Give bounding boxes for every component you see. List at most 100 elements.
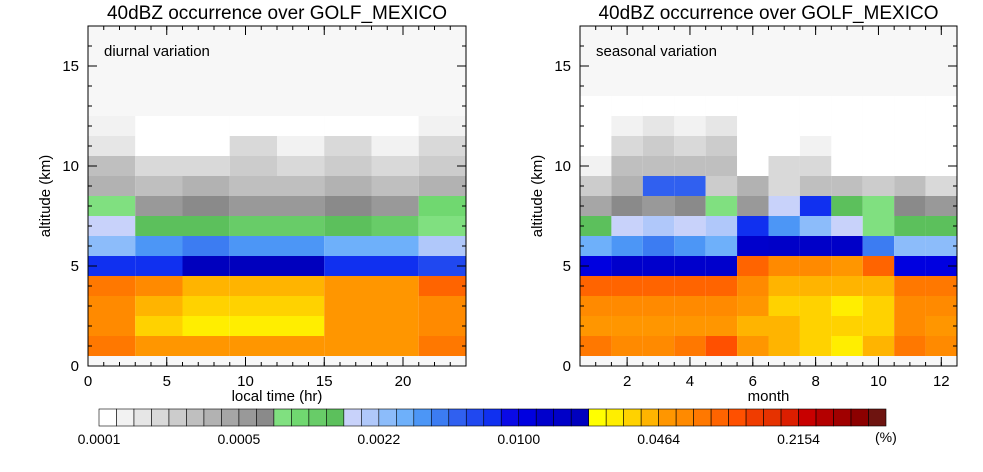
colorbar-swatch [151,408,170,427]
heatmap-cell [277,236,325,256]
heatmap-cell [799,176,832,196]
heatmap-cell [768,336,800,356]
x-tick-label: 10 [870,373,887,390]
colorbar-swatch [500,408,520,427]
colorbar-swatch [833,408,852,427]
heatmap-cell [371,296,419,316]
heatmap-cell [737,116,769,136]
heatmap-cell [277,336,325,356]
heatmap-cell [418,316,466,336]
heatmap-cell [277,296,325,316]
heatmap-cell [894,176,926,196]
annotation-diurnal: diurnal variation [104,43,210,60]
heatmap-cell [88,256,136,276]
heatmap-cell [611,176,643,196]
heatmap-cell [799,196,832,216]
heatmap-cell [862,116,895,136]
heatmap-cell [277,316,325,336]
heatmap-cell [737,256,769,276]
heatmap-cell [371,276,419,296]
heatmap-cell [135,136,183,156]
heatmap-cell [674,236,706,256]
heatmap-cell [418,216,466,236]
colorbar-swatch [448,408,467,427]
heatmap-cell [894,156,926,176]
heatmap-cell [418,176,466,196]
heatmap-cell [642,256,675,276]
colorbar-swatch [640,408,659,427]
colorbar-swatch [693,408,712,427]
colorbar-swatch [605,408,624,427]
heatmap-cell [831,316,863,336]
heatmap-cell [418,136,466,156]
heatmap-cell [831,296,863,316]
heatmap-cell [182,196,230,216]
heatmap-cell [88,136,136,156]
y-axis-label-seasonal: altitude (km) [529,155,546,238]
heatmap-cell [894,256,926,276]
heatmap-cell [580,316,612,336]
heatmap-cell [642,156,675,176]
heatmap-cell [324,336,372,356]
heatmap-cell [705,96,738,116]
colorbar-swatch [553,408,572,427]
heatmap-cell [705,276,738,296]
heatmap-cell [182,216,230,236]
heatmap-cell [135,116,183,136]
heatmap-cell [88,196,136,216]
heatmap-cell [611,276,643,296]
heatmap-cell [799,136,832,156]
colorbar-swatch [98,408,117,427]
heatmap-cell [418,116,466,136]
heatmap-cell [674,176,706,196]
heatmap-cell [229,236,277,256]
heatmap-cell [229,316,277,336]
heatmap-cell [674,156,706,176]
heatmap-cell [580,96,612,116]
heatmap-cell [894,116,926,136]
heatmap-cell [642,96,675,116]
heatmap-cell [674,316,706,336]
heatmap-cell [705,296,738,316]
colorbar-swatch [588,408,607,427]
diurnal-panel: 0 5 10 15 20 0 5 10 15 40dBZ occurrence over GOL… [37,3,467,405]
heatmap-cell [705,336,738,356]
heatmap-cell [324,196,372,216]
heatmap-cell [894,276,926,296]
heatmap-cell [182,336,230,356]
heatmap-cell [925,296,957,316]
colorbar-swatch [815,408,834,427]
heatmap-cell [925,96,957,116]
x-tick-label: 4 [686,373,694,390]
heatmap-cell [737,276,769,296]
colorbar-swatch [361,408,380,427]
colorbar-swatch [850,408,869,427]
heatmap-cell [737,196,769,216]
heatmap-cell [894,236,926,256]
heatmap-cell [925,116,957,136]
heatmap-cell [799,316,832,336]
heatmap-cell [925,336,957,356]
heatmap-cell [277,276,325,296]
colorbar-tick-label: 0.0001 [78,431,121,447]
heatmap-cell [611,96,643,116]
colorbar-swatch [675,408,694,427]
heatmap-cell [831,276,863,296]
heatmap-cell [705,256,738,276]
heatmap-cell [418,276,466,296]
heatmap-cell [229,216,277,236]
colorbar: 0.0001 0.0005 0.0022 0.0100 0.0464 0.2154 (%) [78,408,897,447]
heatmap-cell [580,296,612,316]
heatmap-cell [768,136,800,156]
heatmap-cell [894,296,926,316]
colorbar-tick-label: 0.0100 [497,431,540,447]
heatmap-cell [831,196,863,216]
heatmap-cell [768,236,800,256]
heatmap-cell [580,276,612,296]
heatmap-cell [371,196,419,216]
heatmap-cell [894,96,926,116]
heatmap-cell [611,156,643,176]
colorbar-swatch [133,408,152,427]
colorbar-swatch [396,408,415,427]
heatmap-cell [705,196,738,216]
